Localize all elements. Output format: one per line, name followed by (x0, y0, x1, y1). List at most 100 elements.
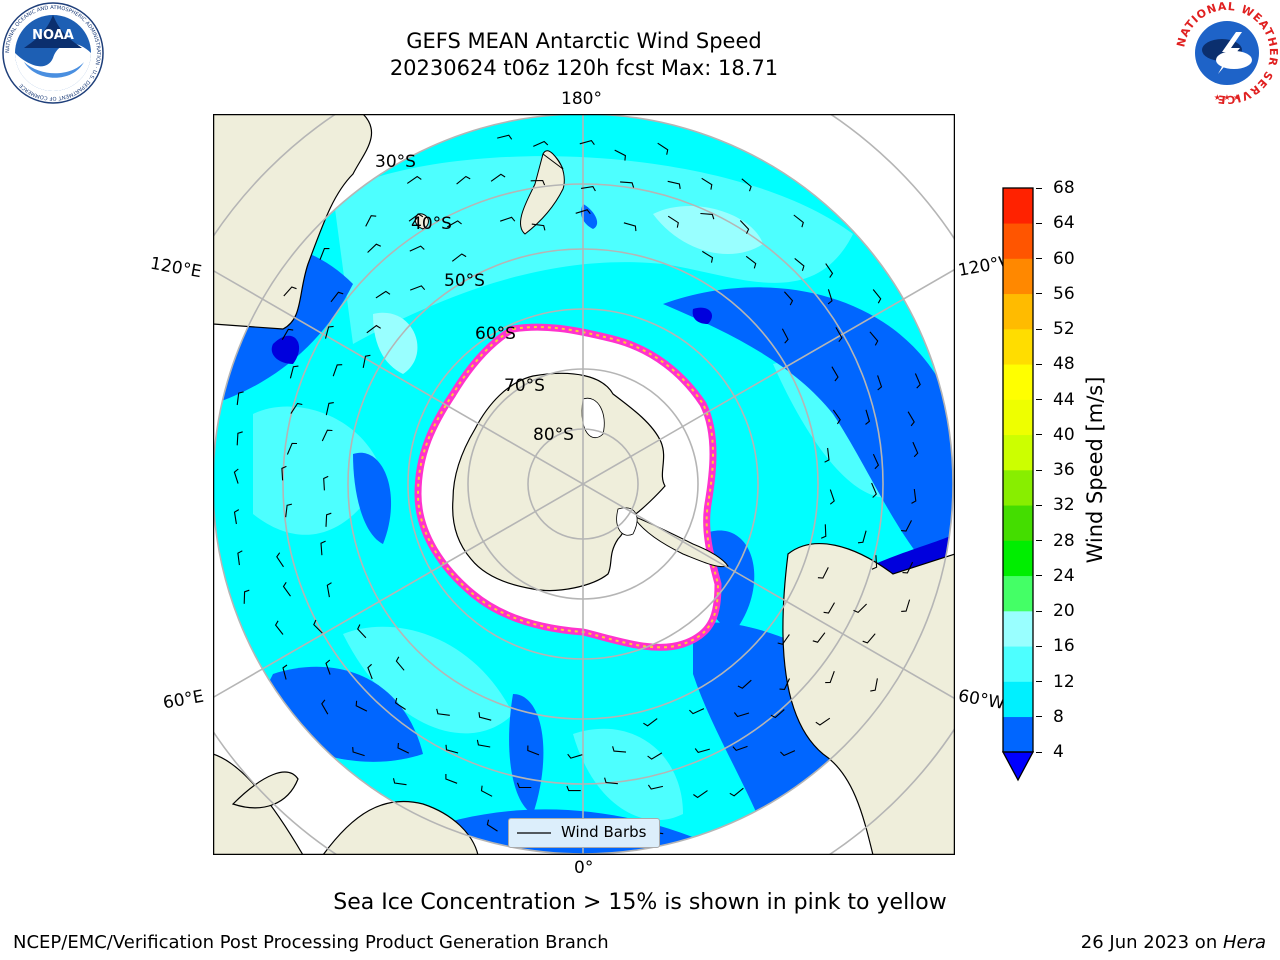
wind-barb (395, 656, 405, 671)
wind-barb (332, 364, 343, 377)
wind-barb (872, 453, 880, 470)
svg-text:★ ★ ★: ★ ★ ★ (1214, 93, 1241, 102)
wind-barb (236, 391, 244, 406)
colorbar-tick-label: 20 (1053, 601, 1075, 621)
map-title: GEFS MEAN Antarctic Wind Speed (406, 29, 762, 53)
colorbar-tick-mark (1036, 751, 1042, 753)
wind-barb (827, 289, 833, 305)
wind-barb (902, 561, 914, 574)
wind-barb (901, 520, 912, 532)
colorbar-tick-mark (1036, 434, 1042, 436)
wind-barb (823, 602, 835, 614)
lon-label-60w: 60°W (956, 686, 1007, 714)
wind-barbs-legend-label: Wind Barbs (561, 823, 647, 841)
colorbar-tick-label: 24 (1053, 565, 1075, 586)
wind-barb (243, 589, 250, 604)
wind-barb (326, 582, 332, 598)
wind-barb (912, 441, 919, 458)
wind-barb (233, 509, 240, 525)
wind-barb (366, 324, 381, 334)
colorbar-cell (1003, 505, 1033, 541)
wind-barb (700, 212, 715, 220)
wind-barb (282, 664, 288, 680)
wind-barb (276, 552, 284, 568)
wind-barb (289, 365, 299, 379)
wind-barb (409, 245, 425, 252)
colorbar-cell (1003, 681, 1033, 718)
wind-barb (739, 220, 750, 234)
wind-barb (325, 402, 334, 416)
wind-barb (741, 178, 752, 192)
wind-barb (781, 328, 789, 344)
colorbar-tick-mark (1036, 681, 1042, 682)
wind-barb (779, 678, 790, 690)
wind-barb (694, 748, 710, 754)
wind-barb (500, 216, 516, 222)
colorbar-tick-mark (1036, 363, 1042, 365)
colorbar-cell (1003, 434, 1033, 471)
wind-barb (702, 250, 714, 263)
wind-barb (667, 180, 681, 189)
colorbar-tick-mark (1036, 540, 1042, 541)
wind-barb (408, 213, 424, 222)
wind-barb (281, 465, 287, 481)
colorbar-tick-mark (1036, 222, 1042, 224)
colorbar-tick-label: 12 (1053, 671, 1075, 692)
colorbar-tick-label: 52 (1053, 319, 1075, 339)
wind-barb (794, 257, 805, 271)
wind-barb (825, 671, 835, 684)
wind-barb (365, 215, 377, 227)
colorbar-cell (1003, 399, 1033, 436)
wind-barb (667, 215, 679, 228)
colorbar-tick-label: 8 (1053, 706, 1064, 727)
colorbar-tick-label: 56 (1053, 283, 1075, 304)
wind-barb (647, 784, 664, 790)
wind-barb (352, 747, 365, 757)
wind-barb (620, 181, 635, 188)
wind-barb (367, 663, 373, 680)
wind-barb (612, 746, 627, 753)
wind-barb (829, 489, 835, 505)
colorbar-tick-mark (1036, 504, 1042, 506)
wind-barb (283, 286, 297, 297)
wind-barb (914, 373, 921, 389)
wind-barb (397, 742, 410, 754)
wind-barb (286, 442, 298, 455)
wind-barb (237, 550, 243, 566)
colorbar-tick-label: 48 (1053, 354, 1075, 375)
colorbar-tick-label: 28 (1053, 530, 1075, 551)
wind-barb (877, 375, 883, 391)
wind-barb-legend-line-icon (517, 832, 551, 834)
wind-barb (362, 354, 371, 369)
wind-barb (445, 774, 458, 784)
wind-barb (476, 739, 491, 748)
footer-branch: NCEP/EMC/Verification Post Processing Pr… (13, 932, 609, 953)
wind-barb (567, 753, 583, 759)
colorbar-tick-mark (1036, 716, 1042, 718)
wind-barb (745, 255, 757, 269)
wind-barb (486, 819, 498, 832)
wind-barb (290, 402, 303, 414)
lon-label-0: 0° (574, 858, 594, 878)
colorbar-cell (1003, 188, 1033, 224)
wind-barb (281, 328, 294, 340)
wind-barb (777, 634, 790, 645)
wind-barb (907, 411, 915, 427)
wind-barb (321, 429, 333, 442)
wind-barb (865, 409, 871, 425)
sea-ice-caption: Sea Ice Concentration > 15% is shown in … (333, 890, 947, 915)
polar-map (213, 114, 955, 855)
wind-barb (447, 220, 462, 228)
wind-barb (274, 620, 284, 635)
wind-barb (623, 222, 637, 232)
colorbar (1001, 187, 1035, 782)
colorbar-tick-mark (1036, 399, 1042, 400)
wind-barb (824, 447, 830, 463)
wind-barb (783, 291, 794, 306)
noaa-logo: NOAA NATIONAL OCEANIC AND ATMOSPHERIC AD… (2, 2, 104, 104)
colorbar-tick-mark (1036, 258, 1042, 259)
noaa-logo-text: NOAA (32, 28, 74, 43)
colorbar-cell (1003, 716, 1033, 753)
colorbar-cell (1003, 575, 1033, 612)
colorbar-tick-mark (1036, 187, 1042, 189)
